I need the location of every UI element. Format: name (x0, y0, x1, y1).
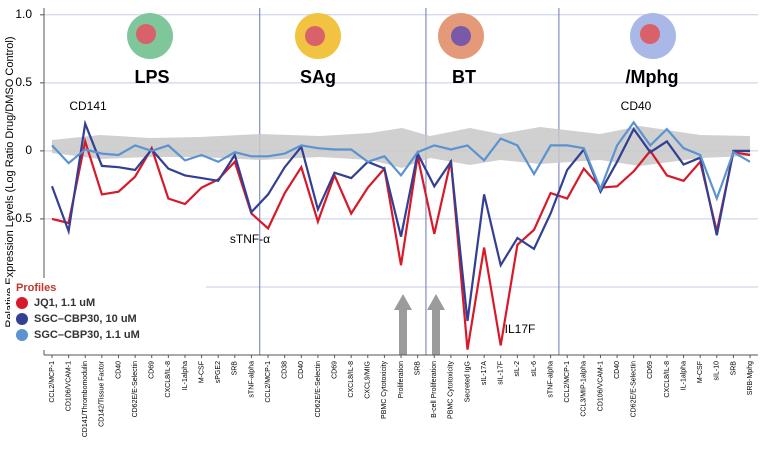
legend-title: Profiles (16, 282, 56, 294)
x-tick-label: SRB (232, 361, 239, 376)
panel-icons (127, 13, 676, 59)
x-tick-label: PBMC Cytotoxicity (381, 361, 388, 419)
x-tick-label: CD69 (331, 361, 338, 379)
x-tick-label: SRB (414, 361, 421, 376)
series-line (51, 137, 751, 350)
x-tick-label: IL-1alpha (680, 361, 687, 390)
series-line (50, 119, 750, 322)
y-tick-label: 0.5 (15, 75, 32, 89)
x-tick-label: CD106/VCAM-1 (65, 361, 72, 411)
x-tick-label: CD62E/E-Selectin (132, 361, 139, 418)
x-tick-label: CXCL8/IL-8 (664, 361, 671, 398)
x-tick-label: sPGE2 (215, 361, 222, 383)
x-tick-label: sTNF-alpha (547, 361, 554, 398)
panel-label: LPS (134, 67, 169, 87)
panel-label: SAg (300, 67, 336, 87)
x-tick-label: CD40 (614, 361, 621, 379)
legend-box (10, 278, 206, 350)
annotation: CD141 (69, 99, 107, 113)
x-tick-label: sIL-17A (481, 361, 488, 385)
panel-label: BT (452, 67, 476, 87)
arrow (427, 294, 445, 355)
x-tick-label: CXCL9/MIG (365, 361, 372, 399)
legend-label: SGC–CBP30, 1.1 uM (34, 329, 140, 341)
x-tick-label: M-CSF (198, 361, 205, 383)
x-tick-label: CXCL8/IL-8 (165, 361, 172, 398)
annotation: CD40 (621, 99, 652, 113)
x-tick-label: B-cell Proliferation (431, 361, 438, 418)
x-tick-label: CD141/Thrombomodulin (82, 361, 89, 437)
x-tick-label: sIL-6 (531, 361, 538, 377)
x-tick-label: SRB-Mphg (747, 361, 754, 395)
x-tick-label: CCL2/MCP-1 (265, 361, 272, 403)
icon-cell (451, 26, 471, 46)
y-tick-label: 1.0 (15, 7, 32, 21)
x-tick-label: CD69 (149, 361, 156, 379)
x-tick-label: SRB (730, 361, 737, 376)
legend-marker (16, 313, 28, 325)
icon-cell (305, 26, 325, 46)
annotation: sTNF-α (230, 232, 270, 246)
y-tick-label: -0.5 (11, 211, 32, 225)
icon-cell (640, 24, 660, 44)
x-tick-label: sIL-17F (498, 361, 505, 385)
y-axis-label: Relative Expression Levels (Log Ratio Dr… (4, 36, 16, 327)
x-tick-label: M-CSF (697, 361, 704, 383)
x-tick-label: CD69 (647, 361, 654, 379)
x-tick-label: CCL2/MCP-1 (49, 361, 56, 403)
legend-marker (16, 297, 28, 309)
x-tick-label: CXCL8/IL-8 (348, 361, 355, 398)
legend-label: JQ1, 1.1 uM (34, 297, 95, 309)
lines (50, 119, 751, 350)
legend: Profiles (10, 278, 206, 350)
arrows (394, 294, 445, 355)
icon-cell (136, 24, 156, 44)
x-tick-label: CD62E/E-Selectin (315, 361, 322, 418)
x-tick-label: IL-1alpha (182, 361, 189, 390)
x-tick-label: PBMC Cytotoxicity (448, 361, 455, 419)
annotation: IL17F (505, 322, 536, 336)
x-tick-label: CD62E/E-Selectin (631, 361, 638, 418)
x-tick-label: CD142/Tissue Factor (99, 360, 106, 427)
x-tick-label: CCL2/MCP-1 (564, 361, 571, 403)
x-tick-label: Secreted IgG (464, 361, 471, 402)
legend-label: SGC–CBP30, 10 uM (34, 313, 137, 325)
x-tick-label: sIL-10 (714, 361, 721, 381)
x-tick-label: CD38 (282, 361, 289, 379)
arrow (394, 294, 412, 355)
x-tick-label: CCL3/MIP-1alpha (581, 361, 588, 417)
legend-marker (16, 329, 28, 341)
x-tick-label: CD40 (115, 361, 122, 379)
panel-label: /Mphg (626, 67, 679, 87)
x-tick-label: CD106/VCAM-1 (597, 361, 604, 411)
x-tick-label: CD40 (298, 361, 305, 379)
x-tick-label: Proliferation (398, 361, 405, 398)
x-tick-label: sTNF-alpha (248, 361, 255, 398)
x-tick-label: sIL-2 (514, 361, 521, 377)
y-tick-label: 0 (25, 143, 32, 157)
series-line (51, 120, 751, 202)
